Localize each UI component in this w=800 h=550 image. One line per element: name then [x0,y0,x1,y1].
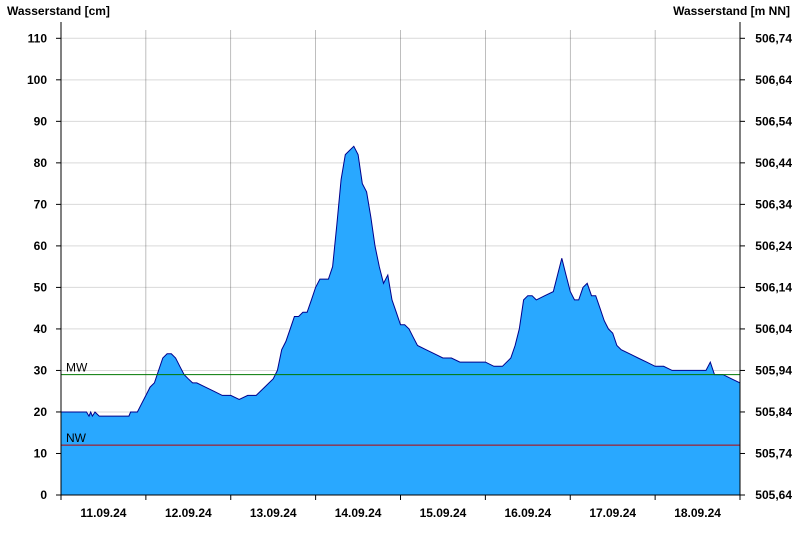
left-tick-label: 90 [34,114,48,128]
left-tick-label: 50 [34,280,48,294]
reference-lines: MW NW [61,361,740,446]
right-tick-label: 506,54 [755,114,792,128]
x-tick-label: 11.09.24 [80,506,126,520]
axes: 0 505,64 10 505,74 20 505,84 30 505,94 40 506,04 5… [27,22,792,520]
right-tick-label: 506,34 [755,197,792,211]
left-tick-label: 110 [28,31,48,45]
right-axis-title: Wasserstand [m NN] [673,4,790,18]
x-tick-label: 18.09.24 [674,506,721,520]
right-tick-label: 506,64 [755,73,792,87]
x-tick-label: 12.09.24 [165,506,212,520]
left-tick-label: 20 [34,405,48,419]
left-tick-label: 40 [34,322,48,336]
left-tick-label: 100 [27,73,47,87]
x-tick-label: 14.09.24 [335,506,382,520]
ref-label-nw: NW [66,431,87,445]
ref-label-mw: MW [66,361,88,375]
left-tick-label: 70 [34,197,48,211]
right-tick-label: 505,64 [755,488,792,502]
left-tick-label: 0 [40,488,47,502]
right-tick-label: 506,14 [755,280,792,294]
right-tick-label: 506,04 [755,322,792,336]
left-tick-label: 30 [34,363,48,377]
left-tick-label: 80 [34,156,48,170]
right-tick-label: 506,44 [755,156,792,170]
water-level-line [61,145,741,418]
left-tick-label: 60 [34,239,48,253]
right-tick-label: 505,74 [755,446,792,460]
right-tick-label: 505,94 [755,363,792,377]
right-tick-label: 506,74 [755,31,792,45]
right-tick-label: 506,24 [755,239,792,253]
left-axis-title: Wasserstand [cm] [7,4,110,18]
left-tick-label: 10 [34,446,48,460]
x-tick-label: 15.09.24 [420,506,467,520]
x-tick-label: 13.09.24 [250,506,297,520]
right-tick-label: 505,84 [755,405,792,419]
water-level-area [61,146,740,496]
x-tick-label: 16.09.24 [504,506,551,520]
series-area [61,145,741,496]
x-tick-label: 17.09.24 [589,506,636,520]
